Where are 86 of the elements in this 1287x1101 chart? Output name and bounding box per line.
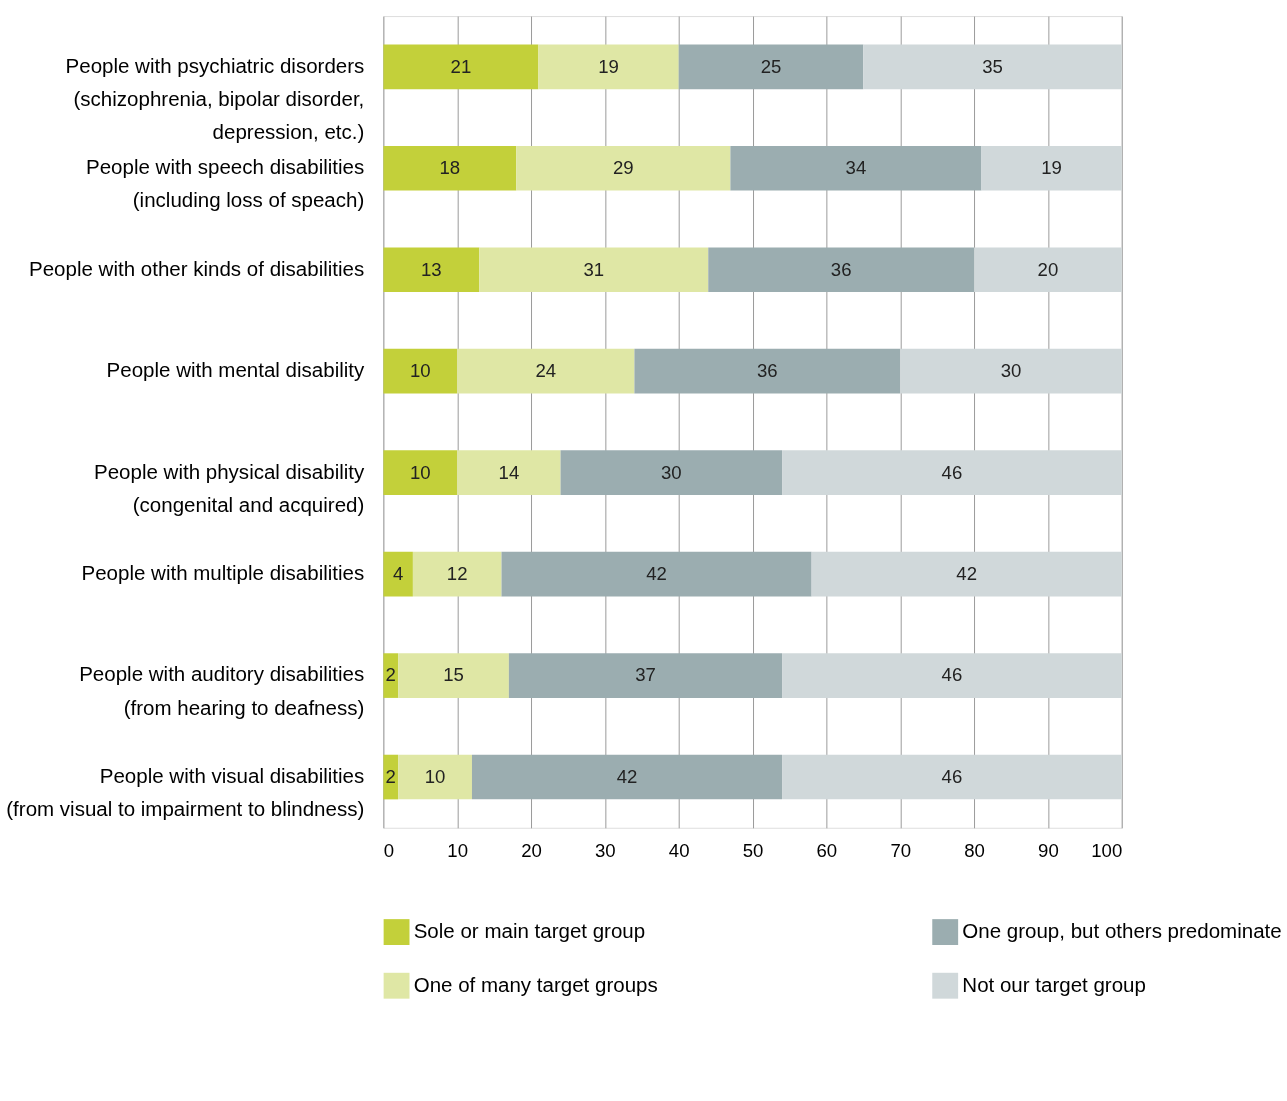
legend-label: Not our target group — [962, 972, 1146, 996]
x-tick-label: 0 — [383, 839, 395, 861]
bar — [383, 44, 539, 90]
data-label: 10 — [424, 765, 446, 787]
data-label: 29 — [612, 157, 634, 179]
x-tick-label: 10 — [447, 839, 469, 861]
bar — [560, 450, 783, 495]
data-label: 21 — [450, 55, 472, 77]
bar — [974, 247, 1122, 293]
data-label: 36 — [830, 258, 852, 280]
x-tick-label: 40 — [668, 839, 690, 861]
bar — [412, 551, 502, 597]
bar — [782, 653, 1122, 698]
data-label: 35 — [982, 55, 1003, 77]
data-label: 42 — [956, 562, 977, 584]
data-label: 37 — [635, 664, 656, 686]
y-tick-label: People with other kinds of disabilities — [29, 256, 365, 280]
bar — [383, 551, 413, 597]
data-label: 20 — [1037, 258, 1059, 280]
bar — [900, 348, 1122, 394]
bar — [383, 145, 517, 191]
bar — [501, 551, 812, 597]
y-tick-label: People with psychiatric disorders (schizophrenia, bipolar disorder, depression, etc.) — [65, 53, 365, 144]
data-label: 10 — [409, 360, 431, 382]
data-label: 42 — [646, 562, 667, 584]
y-tick-label: People with multiple disabilities — [81, 560, 365, 584]
data-label: 14 — [498, 461, 520, 483]
data-label: 19 — [598, 55, 619, 77]
data-label: 46 — [941, 664, 963, 686]
x-tick-label: 60 — [816, 839, 838, 861]
data-label: 19 — [1041, 157, 1062, 179]
bar — [471, 754, 783, 800]
bar — [782, 450, 1122, 495]
x-tick-label: 30 — [595, 839, 616, 861]
legend-label: One group, but others predominate — [962, 918, 1282, 942]
y-tick-label: People with auditory disabilities (from hearing to deafness) — [79, 662, 365, 719]
y-tick-label: People with visual disabilities (from visual to impairment to blindness) — [6, 763, 365, 821]
legend-label: Sole or main target group — [413, 918, 646, 942]
bar — [398, 653, 509, 698]
data-label: 2 — [385, 765, 396, 787]
bar — [383, 247, 480, 293]
x-tick-label: 70 — [890, 839, 912, 861]
data-label: 30 — [1000, 360, 1022, 382]
data-label: 12 — [446, 562, 468, 584]
bar — [516, 145, 731, 191]
data-label: 34 — [845, 157, 867, 179]
data-label: 36 — [756, 360, 778, 382]
x-tick-label: 20 — [521, 839, 542, 861]
bar — [383, 450, 458, 495]
y-tick-label: People with physical disability (congenital and acquired) — [94, 459, 366, 516]
bar — [708, 247, 975, 293]
data-label: 46 — [941, 765, 963, 787]
bar — [981, 145, 1122, 191]
bar — [457, 348, 635, 394]
data-label: 25 — [760, 55, 782, 77]
bar — [678, 44, 864, 90]
bar — [811, 551, 1122, 597]
bar — [457, 450, 561, 495]
y-tick-label: People with speech disabilities (including loss of speach) — [86, 155, 365, 212]
bar — [479, 247, 709, 293]
legend-label: One of many target groups — [413, 972, 658, 996]
x-tick-label: 100 — [1091, 839, 1123, 861]
data-label: 46 — [941, 461, 963, 483]
data-label: 2 — [385, 664, 396, 686]
bar — [383, 348, 458, 394]
x-tick-label: 90 — [1038, 839, 1059, 861]
data-label: 42 — [616, 765, 638, 787]
bar — [782, 754, 1122, 800]
bar — [730, 145, 982, 191]
data-label: 13 — [421, 258, 442, 280]
bar — [398, 754, 472, 800]
data-label: 15 — [443, 664, 464, 686]
x-tick-label: 80 — [964, 839, 985, 861]
data-label: 4 — [392, 562, 404, 584]
y-tick-label: People with mental disability — [106, 358, 366, 382]
bar — [383, 653, 399, 698]
data-label: 10 — [409, 461, 431, 483]
x-tick-label: 50 — [742, 839, 764, 861]
data-label: 24 — [535, 360, 557, 382]
bar — [538, 44, 679, 90]
bar — [863, 44, 1122, 90]
data-label: 31 — [583, 258, 605, 280]
bar — [634, 348, 901, 394]
data-label: 30 — [660, 461, 682, 483]
data-label: 18 — [439, 157, 461, 179]
bar — [508, 653, 783, 698]
